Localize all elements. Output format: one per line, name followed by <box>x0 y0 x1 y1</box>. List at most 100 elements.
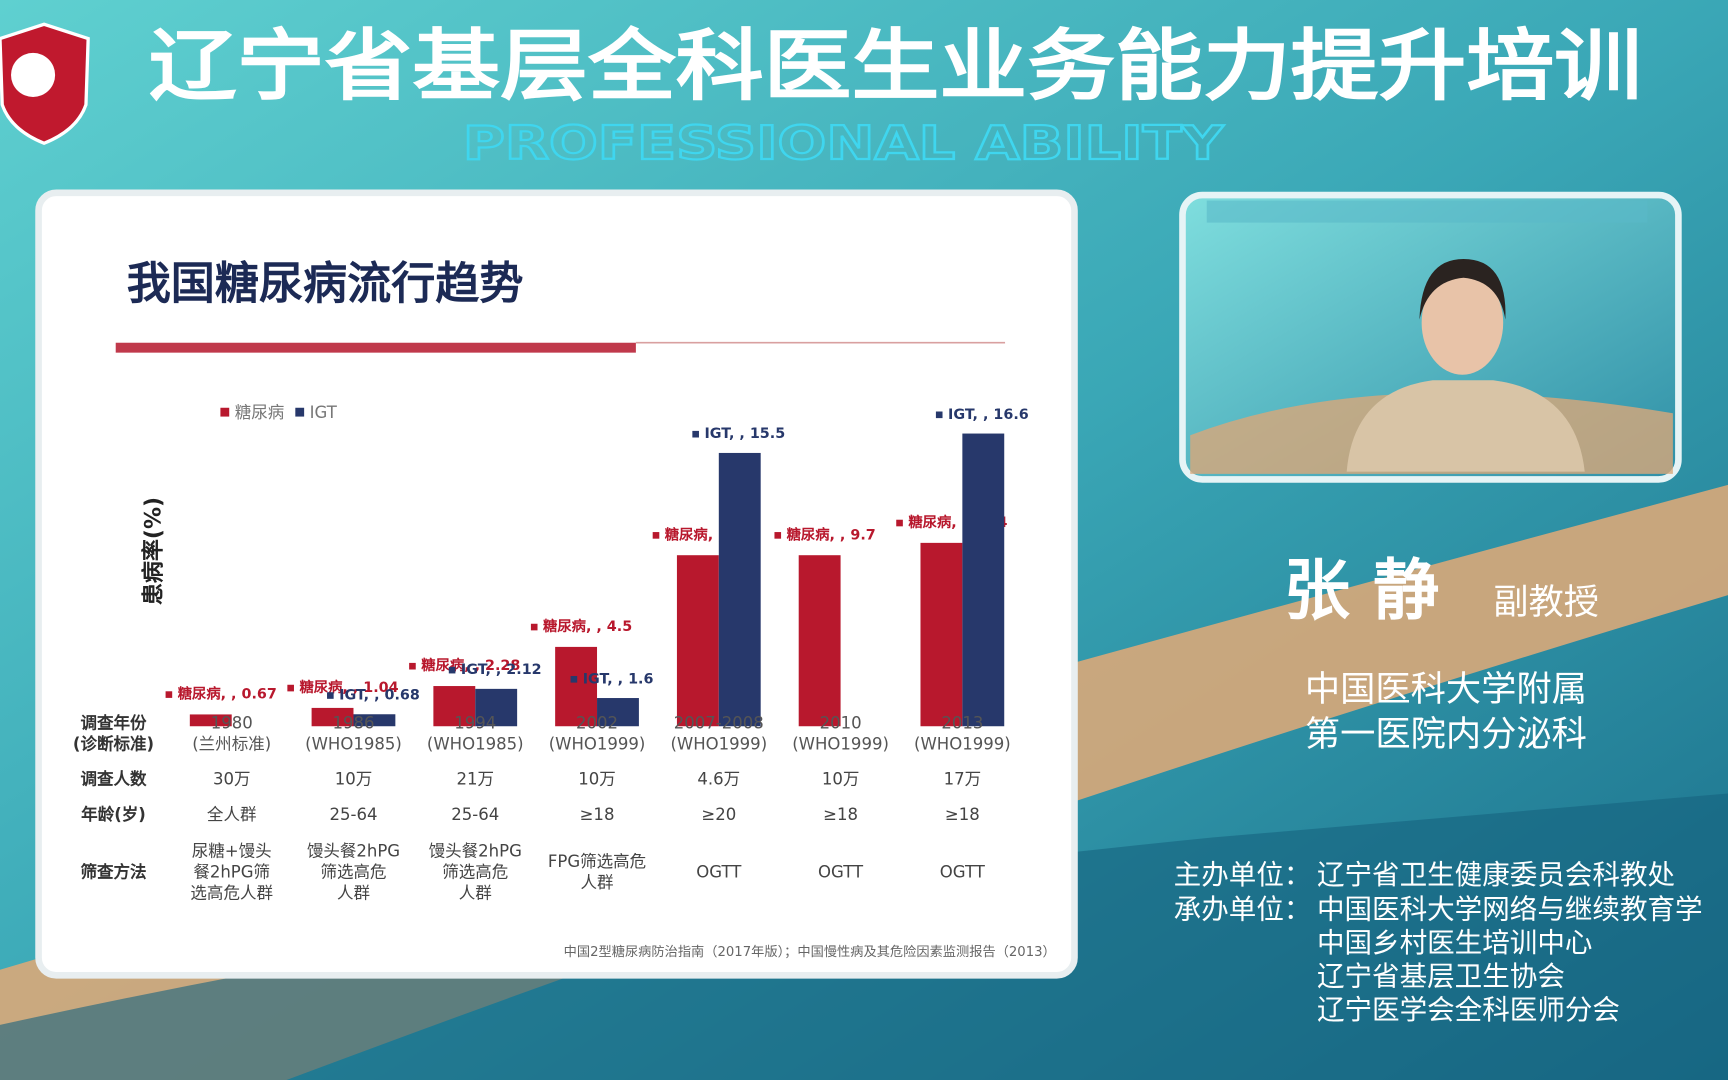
table-cell: ≥18 <box>823 805 858 824</box>
table-cell: OGTT <box>818 862 864 881</box>
label-marker <box>165 691 173 698</box>
bar <box>798 555 841 727</box>
table-row-header: 筛查方法 <box>80 861 146 881</box>
table-cell: 尿糖+馒头 <box>192 841 272 860</box>
table-cell: 25-64 <box>329 805 377 824</box>
label-marker <box>570 675 578 683</box>
organizer-line: 辽宁省基层卫生协会 <box>1317 961 1565 993</box>
table-cell: 17万 <box>944 770 982 789</box>
data-label: 糖尿病, , 2.28 <box>421 656 520 674</box>
organizer-line: 中国乡村医生培训中心 <box>1317 927 1592 959</box>
legend-swatch <box>295 407 305 417</box>
label-marker <box>409 662 416 670</box>
table-cell: 餐2hPG筛 <box>193 862 270 881</box>
label-marker <box>530 623 538 631</box>
banner-subtitle: PROFESSIONAL ABILITY <box>463 116 1224 170</box>
x-tick-sublabel: (WHO1999) <box>670 734 767 753</box>
title-bar <box>115 342 636 353</box>
organizer-line: 辽宁省卫生健康委员会科教处 <box>1317 859 1675 891</box>
x-tick-sublabel: (WHO1985) <box>427 734 524 753</box>
speaker-affiliation: 中国医科大学附属 <box>1305 669 1587 710</box>
bar <box>962 433 1005 727</box>
label-marker <box>327 692 334 699</box>
table-cell: 馒头餐2hPG <box>307 841 400 860</box>
table-cell: ≥18 <box>580 805 615 824</box>
table-cell: 馒头餐2hPG <box>429 841 522 860</box>
y-axis-label: 患病率(%) <box>140 497 166 605</box>
table-cell: 30万 <box>213 770 251 789</box>
label-marker <box>287 684 294 692</box>
table-cell: OGTT <box>940 862 986 881</box>
table-cell: 人群 <box>337 883 370 902</box>
table-cell: 筛选高危 <box>442 862 508 881</box>
table-cell: 10万 <box>578 770 616 789</box>
banner-title: 辽宁省基层全科医生业务能力提升培训 <box>149 22 1642 112</box>
speaker-title: 副教授 <box>1493 582 1599 623</box>
table-row-header: 年龄(岁) <box>81 804 146 824</box>
person-head <box>1421 271 1504 375</box>
table-row-header: 调查年份 <box>80 713 147 733</box>
table-cell: 全人群 <box>207 805 257 824</box>
table-cell: ≥20 <box>701 805 736 824</box>
legend-label: IGT <box>310 403 338 422</box>
label-marker <box>448 666 456 674</box>
x-tick-sublabel: (WHO1985) <box>305 734 402 753</box>
bar <box>676 555 719 727</box>
table-cell: 10万 <box>822 770 860 789</box>
webcam-banner <box>1206 200 1648 223</box>
x-tick-sublabel: (WHO1999) <box>792 734 889 753</box>
table-cell: 10万 <box>335 770 373 789</box>
bar <box>555 646 598 727</box>
person-body <box>1346 380 1585 472</box>
table-cell: OGTT <box>696 862 742 881</box>
table-cell: FPG筛选高危 <box>548 852 646 871</box>
label-marker <box>692 430 699 438</box>
logo-emblem <box>11 52 56 97</box>
table-cell: 人群 <box>581 873 614 892</box>
organizer-line: 中国医科大学网络与继续教育学 <box>1317 893 1703 925</box>
bar <box>353 714 396 727</box>
x-tick-label: 2013 <box>941 714 983 733</box>
x-tick-label: 1994 <box>454 714 496 733</box>
bar <box>597 698 639 727</box>
data-label: 糖尿病, , 1.04 <box>299 678 398 696</box>
data-label: IGT, , 2.12 <box>461 662 542 678</box>
bar <box>433 686 476 727</box>
x-tick-label: 2007-2008 <box>674 714 764 733</box>
bar <box>189 714 232 727</box>
legend-label: 糖尿病 <box>235 403 285 422</box>
table-cell: 筛选高危 <box>320 862 386 881</box>
label-marker <box>935 411 943 419</box>
table-row-header: 调查人数 <box>80 769 147 789</box>
bar <box>475 688 518 727</box>
table-cell: 选高危人群 <box>190 883 273 902</box>
source-note: 中国2型糖尿病防治指南（2017年版）；中国慢性病及其危险因素监测报告（2013… <box>564 943 1056 960</box>
x-tick-sublabel: (WHO1999) <box>914 734 1011 753</box>
data-label: IGT, , 0.68 <box>339 688 420 704</box>
speaker-name: 张 静 <box>1284 552 1439 629</box>
x-tick-sublabel: (兰州标准) <box>192 734 271 753</box>
x-tick-label: 2002 <box>576 714 618 733</box>
data-label: 糖尿病, , 4.5 <box>543 617 632 635</box>
x-tick-label: 1986 <box>332 714 374 733</box>
label-marker <box>896 519 903 527</box>
bar <box>920 542 963 727</box>
organizer-line: 辽宁医学会全科医师分会 <box>1317 994 1620 1026</box>
speaker-affiliation: 第一医院内分泌科 <box>1305 714 1587 755</box>
table-row-header: (诊断标准) <box>73 733 154 753</box>
person-hair <box>1419 258 1506 320</box>
slide <box>35 189 1078 979</box>
data-label: 糖尿病, , 0.67 <box>178 685 277 703</box>
table-cell: 人群 <box>459 883 492 902</box>
table-cell: 21万 <box>456 770 494 789</box>
legend-swatch <box>220 407 230 417</box>
table-cell: ≥18 <box>945 805 980 824</box>
table-cell: 25-64 <box>451 805 499 824</box>
table-cell: 4.6万 <box>697 770 740 789</box>
data-label: IGT, , 16.6 <box>948 407 1029 423</box>
label-marker <box>652 532 660 539</box>
x-tick-label: 2010 <box>820 714 862 733</box>
organizer-label: 主办单位： <box>1174 859 1312 891</box>
organizer-label: 承办单位： <box>1174 893 1312 925</box>
